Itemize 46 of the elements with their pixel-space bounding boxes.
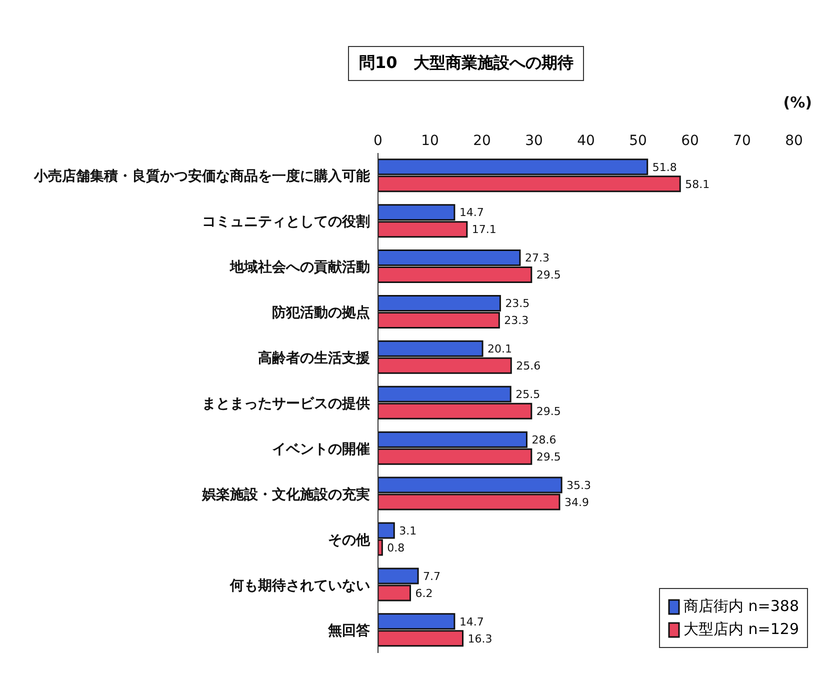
data-label: 7.7 (423, 570, 441, 583)
data-label: 29.5 (536, 268, 561, 282)
data-label: 6.2 (415, 586, 433, 600)
data-label: 51.8 (652, 160, 677, 174)
data-label: 29.5 (536, 405, 561, 418)
y-tick-label: 高齢者の生活支援 (258, 350, 370, 367)
x-tick-label: 20 (473, 133, 491, 149)
x-tick-label: 10 (421, 133, 439, 149)
chart-title: 問10 大型商業施設への期待 (348, 46, 584, 81)
legend-label: 大型店内 n=129 (684, 620, 799, 639)
y-tick-label: 防犯活動の拠点 (272, 304, 370, 322)
y-tick-label: その他 (328, 532, 371, 548)
data-label: 25.6 (516, 360, 541, 373)
y-tick-label: 娯楽施設・文化施設の充実 (201, 486, 370, 503)
data-label: 23.3 (504, 314, 529, 328)
x-tick-label: 80 (785, 133, 803, 149)
x-tick-label: 30 (525, 133, 543, 149)
data-label: 3.1 (399, 524, 417, 538)
y-tick-label: 地域社会への貢献活動 (229, 260, 370, 276)
data-label: 0.8 (387, 541, 405, 554)
data-label: 27.3 (524, 252, 550, 265)
y-tick-label: コミュニティとしての役割 (202, 213, 370, 230)
data-label: 28.6 (532, 433, 556, 446)
x-tick-label: 50 (629, 133, 647, 149)
x-tick-label: 40 (577, 133, 595, 149)
data-label: 35.3 (566, 478, 592, 492)
data-label: 29.5 (536, 450, 561, 464)
y-tick-label: イベントの開催 (272, 441, 370, 458)
data-label: 34.9 (564, 496, 589, 509)
data-label: 14.7 (459, 615, 484, 628)
y-tick-label: 小売店舗集積・良質かつ安価な商品を一度に購入可能 (33, 168, 371, 185)
data-label: 20.1 (488, 342, 512, 356)
data-label: 14.7 (459, 206, 484, 220)
data-label: 25.5 (516, 388, 540, 402)
x-tick-label: 0 (374, 133, 382, 149)
y-tick-label: 何も期待されていない (229, 578, 370, 594)
data-label: 17.1 (472, 223, 496, 236)
y-tick-label: まとまったサービスの提供 (202, 396, 370, 412)
x-axis-title: (%) (783, 94, 812, 112)
x-tick-label: 70 (733, 133, 751, 149)
data-label: 16.3 (468, 632, 492, 646)
data-label: 23.5 (505, 297, 530, 310)
y-tick-label: 無回答 (327, 623, 370, 640)
x-tick-label: 60 (681, 133, 699, 149)
data-label: 58.1 (685, 178, 710, 191)
legend-label: 商店街内 n=388 (684, 597, 799, 616)
